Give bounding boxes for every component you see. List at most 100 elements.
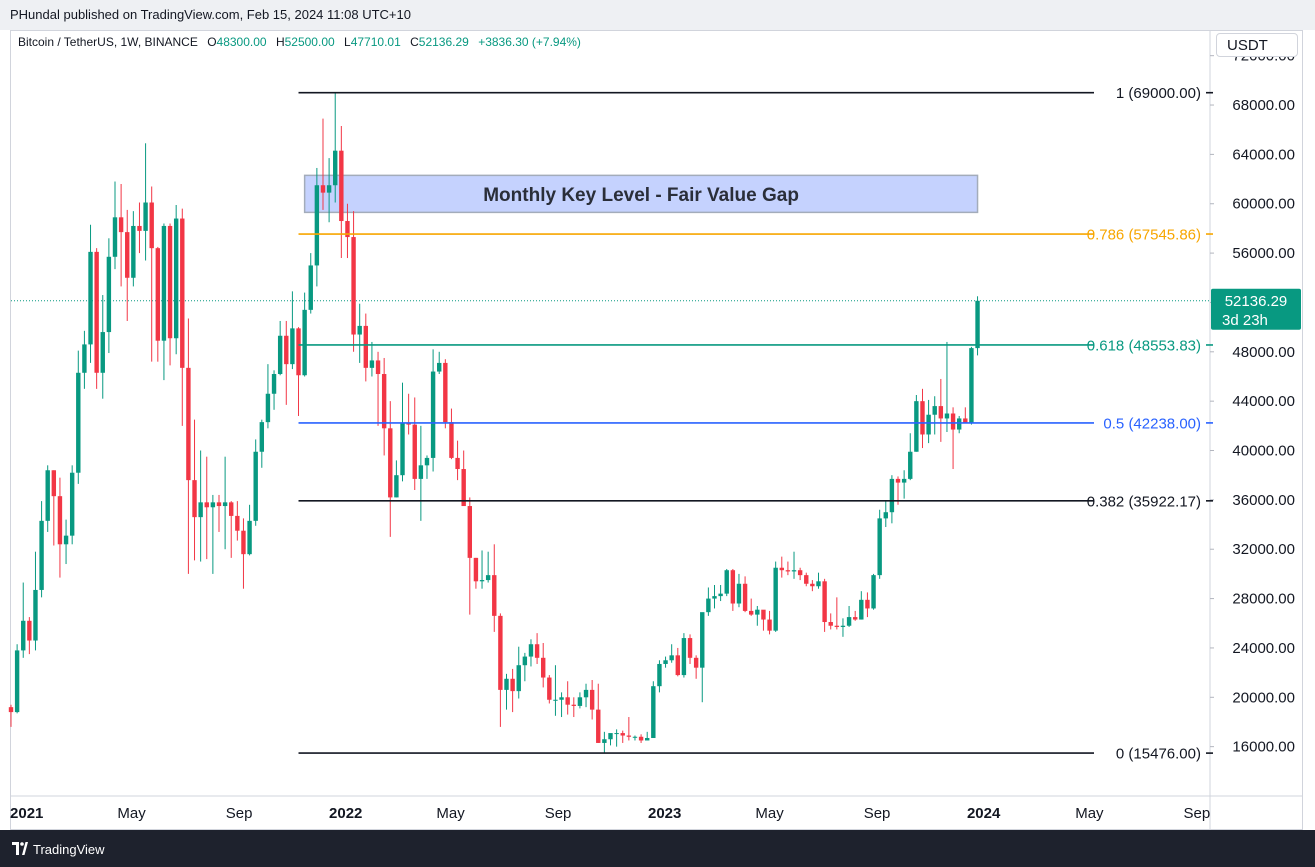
candle-body: [956, 418, 962, 430]
candle-body: [333, 150, 338, 186]
candle-body: [479, 580, 485, 582]
candle-body: [69, 472, 75, 536]
fib-level-label: 0.786 (57545.86): [1087, 227, 1201, 244]
candle-body: [596, 709, 601, 743]
candle-body: [791, 570, 797, 572]
candle-body: [180, 218, 185, 368]
candle-body: [510, 678, 515, 692]
candle-body: [730, 570, 736, 604]
candle-body: [767, 619, 772, 631]
candle-body: [381, 374, 387, 429]
open-value: 48300.00: [216, 35, 267, 49]
candle-body: [975, 300, 980, 349]
time-tick-label: 2023: [648, 805, 681, 822]
candle-body: [559, 697, 564, 700]
fib-level-label: 0.5 (42238.00): [1103, 415, 1201, 432]
candle-body: [871, 575, 876, 609]
candle-body: [302, 309, 307, 376]
candle-body: [748, 610, 754, 615]
candle-body: [235, 515, 240, 531]
candle-body: [614, 733, 619, 735]
candle-body: [326, 185, 332, 193]
currency-button[interactable]: USDT: [1216, 33, 1298, 57]
change-value: +3836.30 (+7.94%): [478, 35, 581, 49]
candle-body: [253, 451, 258, 521]
candle-body: [222, 502, 228, 507]
candle-body: [27, 620, 32, 641]
fib-level-label: 0.382 (35922.17): [1087, 493, 1201, 510]
candle-body: [846, 617, 852, 626]
candle-body: [229, 502, 234, 516]
candle-body: [773, 567, 778, 631]
candle-body: [797, 570, 803, 576]
candle-body: [840, 625, 846, 627]
candle-body: [259, 422, 265, 452]
time-tick-label: 2024: [967, 805, 1001, 822]
open-key: O: [207, 35, 217, 49]
close-value: 52136.29: [418, 35, 469, 49]
candle-body: [583, 689, 589, 698]
time-tick-label: May: [436, 805, 465, 822]
candle-body: [645, 738, 650, 741]
candle-body: [21, 620, 26, 651]
candle-body: [112, 217, 118, 257]
candle-body: [186, 367, 191, 481]
candle-body: [57, 496, 63, 545]
fib-level-label: 1 (69000.00): [1116, 85, 1201, 102]
candle-body: [247, 520, 252, 555]
candle-body: [155, 248, 161, 341]
candle-body: [736, 583, 742, 604]
candle-body: [94, 251, 99, 373]
candle-body: [944, 413, 950, 419]
candle-body: [663, 660, 668, 664]
time-tick-label: May: [117, 805, 146, 822]
candle-body: [320, 185, 326, 193]
candle-body: [76, 372, 81, 473]
candle-body: [908, 451, 913, 479]
price-tick-label: 24000.00: [1232, 640, 1295, 657]
candle-body: [345, 221, 350, 238]
high-value: 52500.00: [284, 35, 335, 49]
candle-body: [589, 689, 595, 710]
candle-body: [687, 638, 693, 658]
tradingview-logo-icon: [12, 842, 28, 855]
price-chart[interactable]: 72000.0068000.0064000.0060000.0056000.00…: [0, 0, 1315, 830]
candle-body: [522, 656, 528, 666]
time-tick-label: Sep: [1184, 805, 1211, 822]
candle-body: [357, 325, 362, 335]
candle-body: [883, 512, 888, 519]
price-badge-bg: [1211, 288, 1301, 330]
price-tick-label: 64000.00: [1232, 146, 1295, 163]
fair-value-gap-box: [303, 174, 979, 214]
candle-body: [620, 733, 625, 736]
close-key: C: [410, 35, 419, 49]
candle-body: [700, 612, 705, 668]
candle-body: [895, 478, 901, 483]
candle-body: [284, 335, 289, 365]
candle-body: [173, 218, 179, 339]
candle-body: [669, 655, 674, 661]
candle-body: [547, 677, 552, 700]
candle-body: [693, 657, 699, 668]
low-key: L: [344, 35, 351, 49]
time-tick-label: Sep: [864, 805, 891, 822]
candle-body: [216, 502, 222, 507]
candle-body: [369, 360, 375, 368]
candle-body: [204, 502, 209, 508]
candle-body: [485, 575, 491, 581]
candle-body: [712, 596, 717, 599]
candle-body: [167, 225, 173, 339]
candle-body: [914, 401, 919, 452]
candle-body: [125, 232, 130, 278]
candle-body: [443, 362, 448, 423]
candle-body: [82, 344, 87, 373]
candle-body: [571, 704, 576, 706]
candle-body: [785, 570, 791, 572]
price-tick-label: 48000.00: [1232, 344, 1295, 361]
candle-body: [192, 480, 197, 518]
candle-body: [8, 707, 14, 713]
publisher-text: PHundal published on TradingView.com, Fe…: [10, 7, 411, 22]
candle-body: [651, 686, 656, 739]
candle-body: [742, 583, 748, 611]
candle-body: [455, 457, 460, 470]
